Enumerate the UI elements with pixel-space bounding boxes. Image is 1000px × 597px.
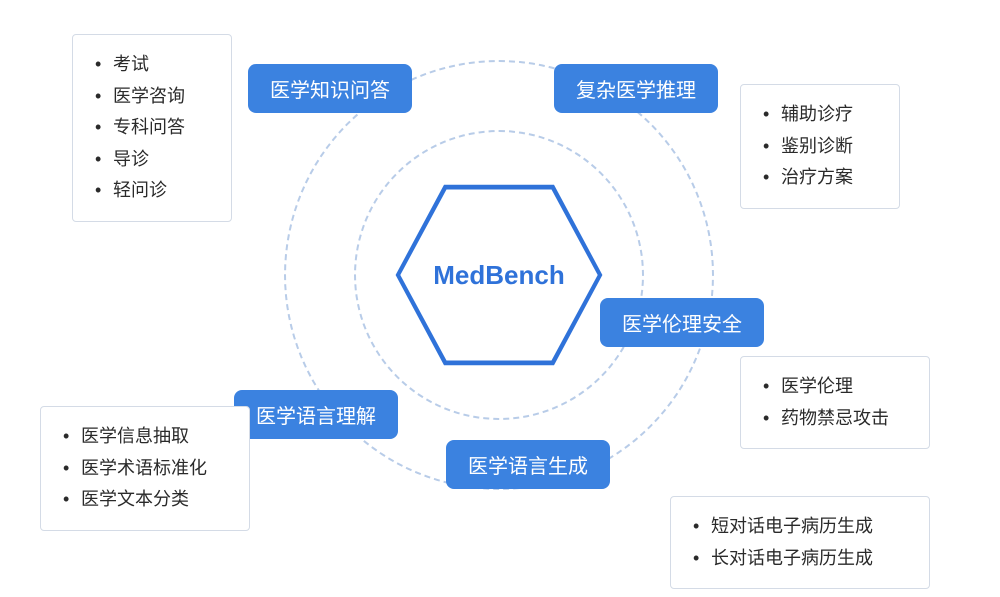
detail-box-ethics: 医学伦理药物禁忌攻击 [740,356,930,449]
node-gen: 医学语言生成 [446,440,610,489]
detail-item: 短对话电子病历生成 [681,511,909,543]
detail-item: 医学伦理 [751,371,909,403]
detail-box-nlu: 医学信息抽取医学术语标准化医学文本分类 [40,406,250,531]
detail-item: 考试 [83,49,211,81]
node-reasoning: 复杂医学推理 [554,64,718,113]
center-title: MedBench [394,184,604,366]
detail-box-gen: 短对话电子病历生成长对话电子病历生成 [670,496,930,589]
node-nlu: 医学语言理解 [234,390,398,439]
node-qa: 医学知识问答 [248,64,412,113]
detail-item: 治疗方案 [751,162,879,194]
detail-item: 导诊 [83,144,211,176]
detail-item: 药物禁忌攻击 [751,403,909,435]
detail-item: 医学文本分类 [51,484,229,516]
detail-item: 长对话电子病历生成 [681,543,909,575]
detail-item: 专科问答 [83,112,211,144]
detail-item: 医学咨询 [83,81,211,113]
detail-item: 鉴别诊断 [751,131,879,163]
detail-item: 医学信息抽取 [51,421,229,453]
detail-item: 医学术语标准化 [51,453,229,485]
detail-item: 辅助诊疗 [751,99,879,131]
node-ethics: 医学伦理安全 [600,298,764,347]
detail-item: 轻问诊 [83,175,211,207]
detail-box-qa: 考试医学咨询专科问答导诊轻问诊 [72,34,232,222]
detail-box-reasoning: 辅助诊疗鉴别诊断治疗方案 [740,84,900,209]
